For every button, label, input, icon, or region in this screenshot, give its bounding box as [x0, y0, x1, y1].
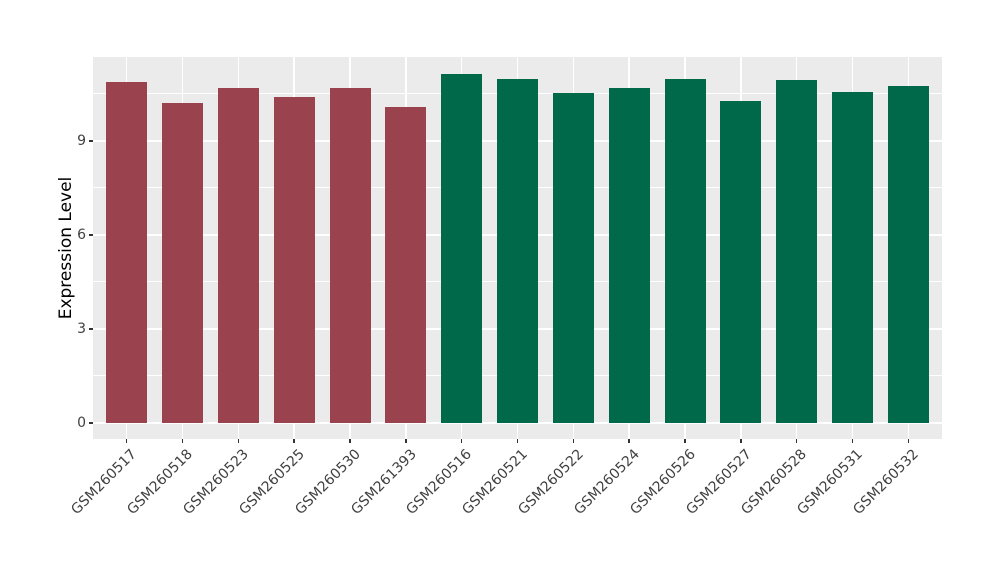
- x-tick-mark: [684, 439, 686, 443]
- plot-panel: [93, 57, 942, 439]
- y-tick-label: 6: [77, 226, 86, 243]
- bar: [329, 88, 371, 423]
- y-tick-mark: [89, 234, 93, 236]
- bar: [720, 100, 762, 423]
- bar: [217, 88, 259, 423]
- bar: [776, 79, 818, 423]
- bar: [106, 82, 148, 423]
- x-tick-mark: [237, 439, 240, 443]
- x-tick-mark: [572, 439, 575, 443]
- x-tick-mark: [740, 439, 742, 443]
- x-tick-mark: [628, 439, 630, 443]
- x-tick-mark: [516, 439, 519, 443]
- bar: [497, 78, 538, 423]
- bar: [162, 103, 204, 423]
- y-tick-mark: [89, 422, 93, 424]
- x-tick-mark: [851, 439, 854, 443]
- x-tick-mark: [405, 439, 407, 443]
- bar: [887, 86, 929, 423]
- x-tick-mark: [349, 439, 351, 443]
- bar: [552, 93, 594, 423]
- y-tick-mark: [89, 328, 93, 330]
- bar: [441, 73, 483, 423]
- y-tick-label: 0: [77, 415, 86, 431]
- x-tick-mark: [293, 439, 295, 443]
- y-tick-label: 9: [77, 132, 86, 149]
- x-tick-mark: [907, 439, 910, 443]
- x-tick-mark: [125, 439, 128, 443]
- x-tick-mark: [795, 439, 798, 443]
- bar: [664, 78, 706, 423]
- x-tick-mark: [460, 439, 463, 443]
- y-axis-title: Expression Level: [56, 176, 76, 320]
- x-tick-mark: [181, 439, 184, 443]
- bar: [273, 97, 315, 423]
- y-tick-label: 3: [77, 320, 86, 337]
- bar: [385, 106, 427, 423]
- bar: [608, 88, 650, 423]
- bar: [831, 92, 873, 423]
- y-tick-mark: [89, 140, 93, 142]
